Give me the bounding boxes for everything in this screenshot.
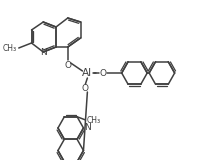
Text: CH₃: CH₃ [3, 44, 17, 52]
Text: O: O [82, 84, 89, 92]
Text: N: N [84, 124, 91, 132]
Text: O: O [99, 68, 106, 77]
Text: CH₃: CH₃ [87, 116, 101, 125]
Text: Al: Al [82, 68, 92, 78]
Text: O: O [64, 61, 71, 70]
Text: N: N [40, 48, 46, 56]
